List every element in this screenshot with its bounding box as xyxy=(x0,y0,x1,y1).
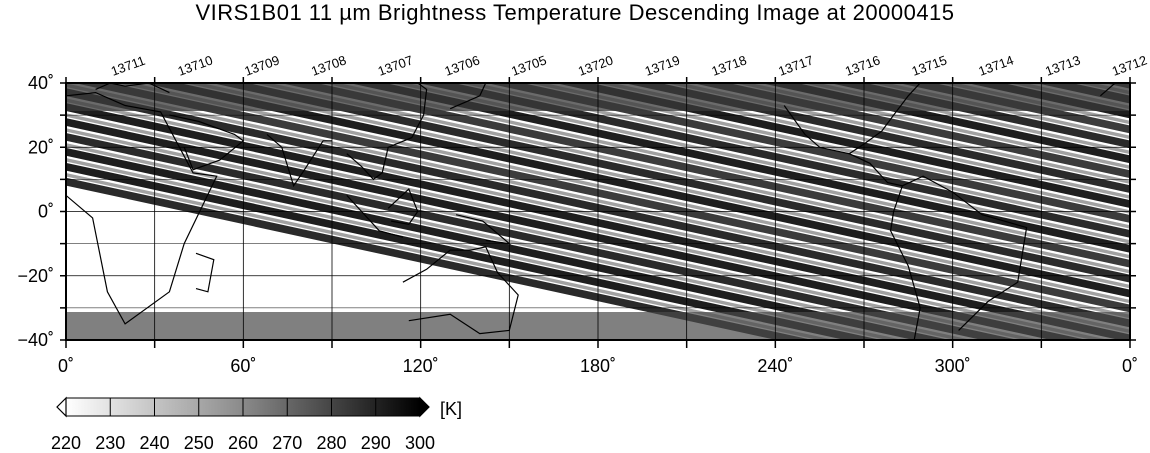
swath-strip xyxy=(280,83,1130,268)
orbit-label: 13707 xyxy=(376,52,415,78)
orbit-labels: 13711 13710 13709 13708 13707 13706 13705 13720… xyxy=(109,52,1149,78)
orbit-label: 13719 xyxy=(643,52,682,78)
colorbar-tick-label: 280 xyxy=(316,433,346,453)
orbit-label: 13715 xyxy=(910,52,949,78)
orbit-label: 13705 xyxy=(509,52,548,78)
swath-strip xyxy=(555,83,1130,208)
lon-label: 300˚ xyxy=(935,356,971,376)
lat-label: −20˚ xyxy=(17,266,54,286)
lat-label: −40˚ xyxy=(17,330,54,350)
colorbar: 220 230 240 250 260 270 280 290 300 [K] xyxy=(51,396,462,453)
swath-strip xyxy=(692,83,1130,179)
swath-strip xyxy=(349,83,1130,253)
colorbar-tick-label: 290 xyxy=(361,433,391,453)
coastline xyxy=(66,83,1117,97)
orbit-label: 13716 xyxy=(843,52,882,78)
lon-label: 60˚ xyxy=(230,356,256,376)
swath-strip xyxy=(66,162,881,340)
lon-label: 0˚ xyxy=(58,356,74,376)
swath-strip-edge xyxy=(528,83,1130,214)
colorbar-tick-label: 300 xyxy=(405,433,435,453)
longitude-labels: 0˚ 60˚ 120˚ 180˚ 240˚ 300˚ 0˚ xyxy=(58,356,1138,376)
swath-strip xyxy=(486,83,1130,223)
axis-ticks xyxy=(60,77,1136,348)
coastline xyxy=(66,91,218,325)
swath-strip-edge xyxy=(66,172,835,340)
graticule xyxy=(66,83,1130,340)
coastline xyxy=(455,214,512,245)
orbit-label: 13713 xyxy=(1043,52,1082,78)
swath-strip-edge xyxy=(391,83,1130,244)
colorbar-tick-label: 220 xyxy=(51,433,81,453)
swath-strip-edge xyxy=(66,113,1109,340)
lat-label: 0˚ xyxy=(38,202,54,222)
swath-strip xyxy=(74,83,1130,313)
coastline xyxy=(402,246,519,335)
lon-label: 120˚ xyxy=(403,356,439,376)
orbit-label: 13711 xyxy=(109,53,147,79)
colorbar-low-arrow xyxy=(56,396,67,418)
swath-strip-edge xyxy=(253,83,1130,274)
coastline xyxy=(902,175,1028,331)
lon-label: 180˚ xyxy=(580,356,616,376)
coastline xyxy=(346,194,404,238)
orbit-label: 13712 xyxy=(1110,52,1149,78)
orbit-label: 13706 xyxy=(443,52,482,78)
swath-strip xyxy=(143,83,1130,298)
colorbar-tick-label: 270 xyxy=(272,433,302,453)
swath-strip-edge xyxy=(1146,83,1150,340)
lon-label: 240˚ xyxy=(757,356,793,376)
swath-strip-edge xyxy=(116,83,1130,304)
orbit-label: 13709 xyxy=(242,52,281,78)
swath-strip xyxy=(417,83,1130,238)
lon-label: 0˚ xyxy=(1122,356,1138,376)
swath-strip-edge xyxy=(459,83,1130,229)
colorbar-high-arrow xyxy=(419,396,430,418)
colorbar-tick-label: 240 xyxy=(139,433,169,453)
lat-label: 40˚ xyxy=(28,73,54,93)
orbit-label: 13720 xyxy=(576,52,615,78)
figure-title: VIRS1B01 11 µm Brightness Temperature De… xyxy=(195,0,955,25)
orbit-label: 13708 xyxy=(309,52,348,78)
swath-strip-edge xyxy=(322,83,1130,259)
colorbar-tick-label: 250 xyxy=(184,433,214,453)
orbit-label: 13717 xyxy=(776,52,815,78)
colorbar-unit: [K] xyxy=(440,399,462,419)
orbit-label: 13714 xyxy=(976,52,1015,78)
swath-strip-edge xyxy=(66,158,903,340)
swath-strip xyxy=(211,83,1130,283)
colorbar-tick-label: 260 xyxy=(228,433,258,453)
coastline xyxy=(449,83,487,110)
colorbar-tick-label: 230 xyxy=(95,433,125,453)
lat-label: 20˚ xyxy=(28,137,54,157)
coastline xyxy=(95,83,170,94)
swath-strip xyxy=(66,132,1019,340)
orbit-label: 13718 xyxy=(709,52,748,78)
latitude-labels: 40˚ 20˚ 0˚ −20˚ −40˚ xyxy=(17,73,54,350)
swath-strip-edge xyxy=(66,143,972,340)
orbit-label: 13710 xyxy=(176,52,215,78)
swath-strip-edge xyxy=(66,128,1041,340)
swath-strip xyxy=(66,118,1087,340)
